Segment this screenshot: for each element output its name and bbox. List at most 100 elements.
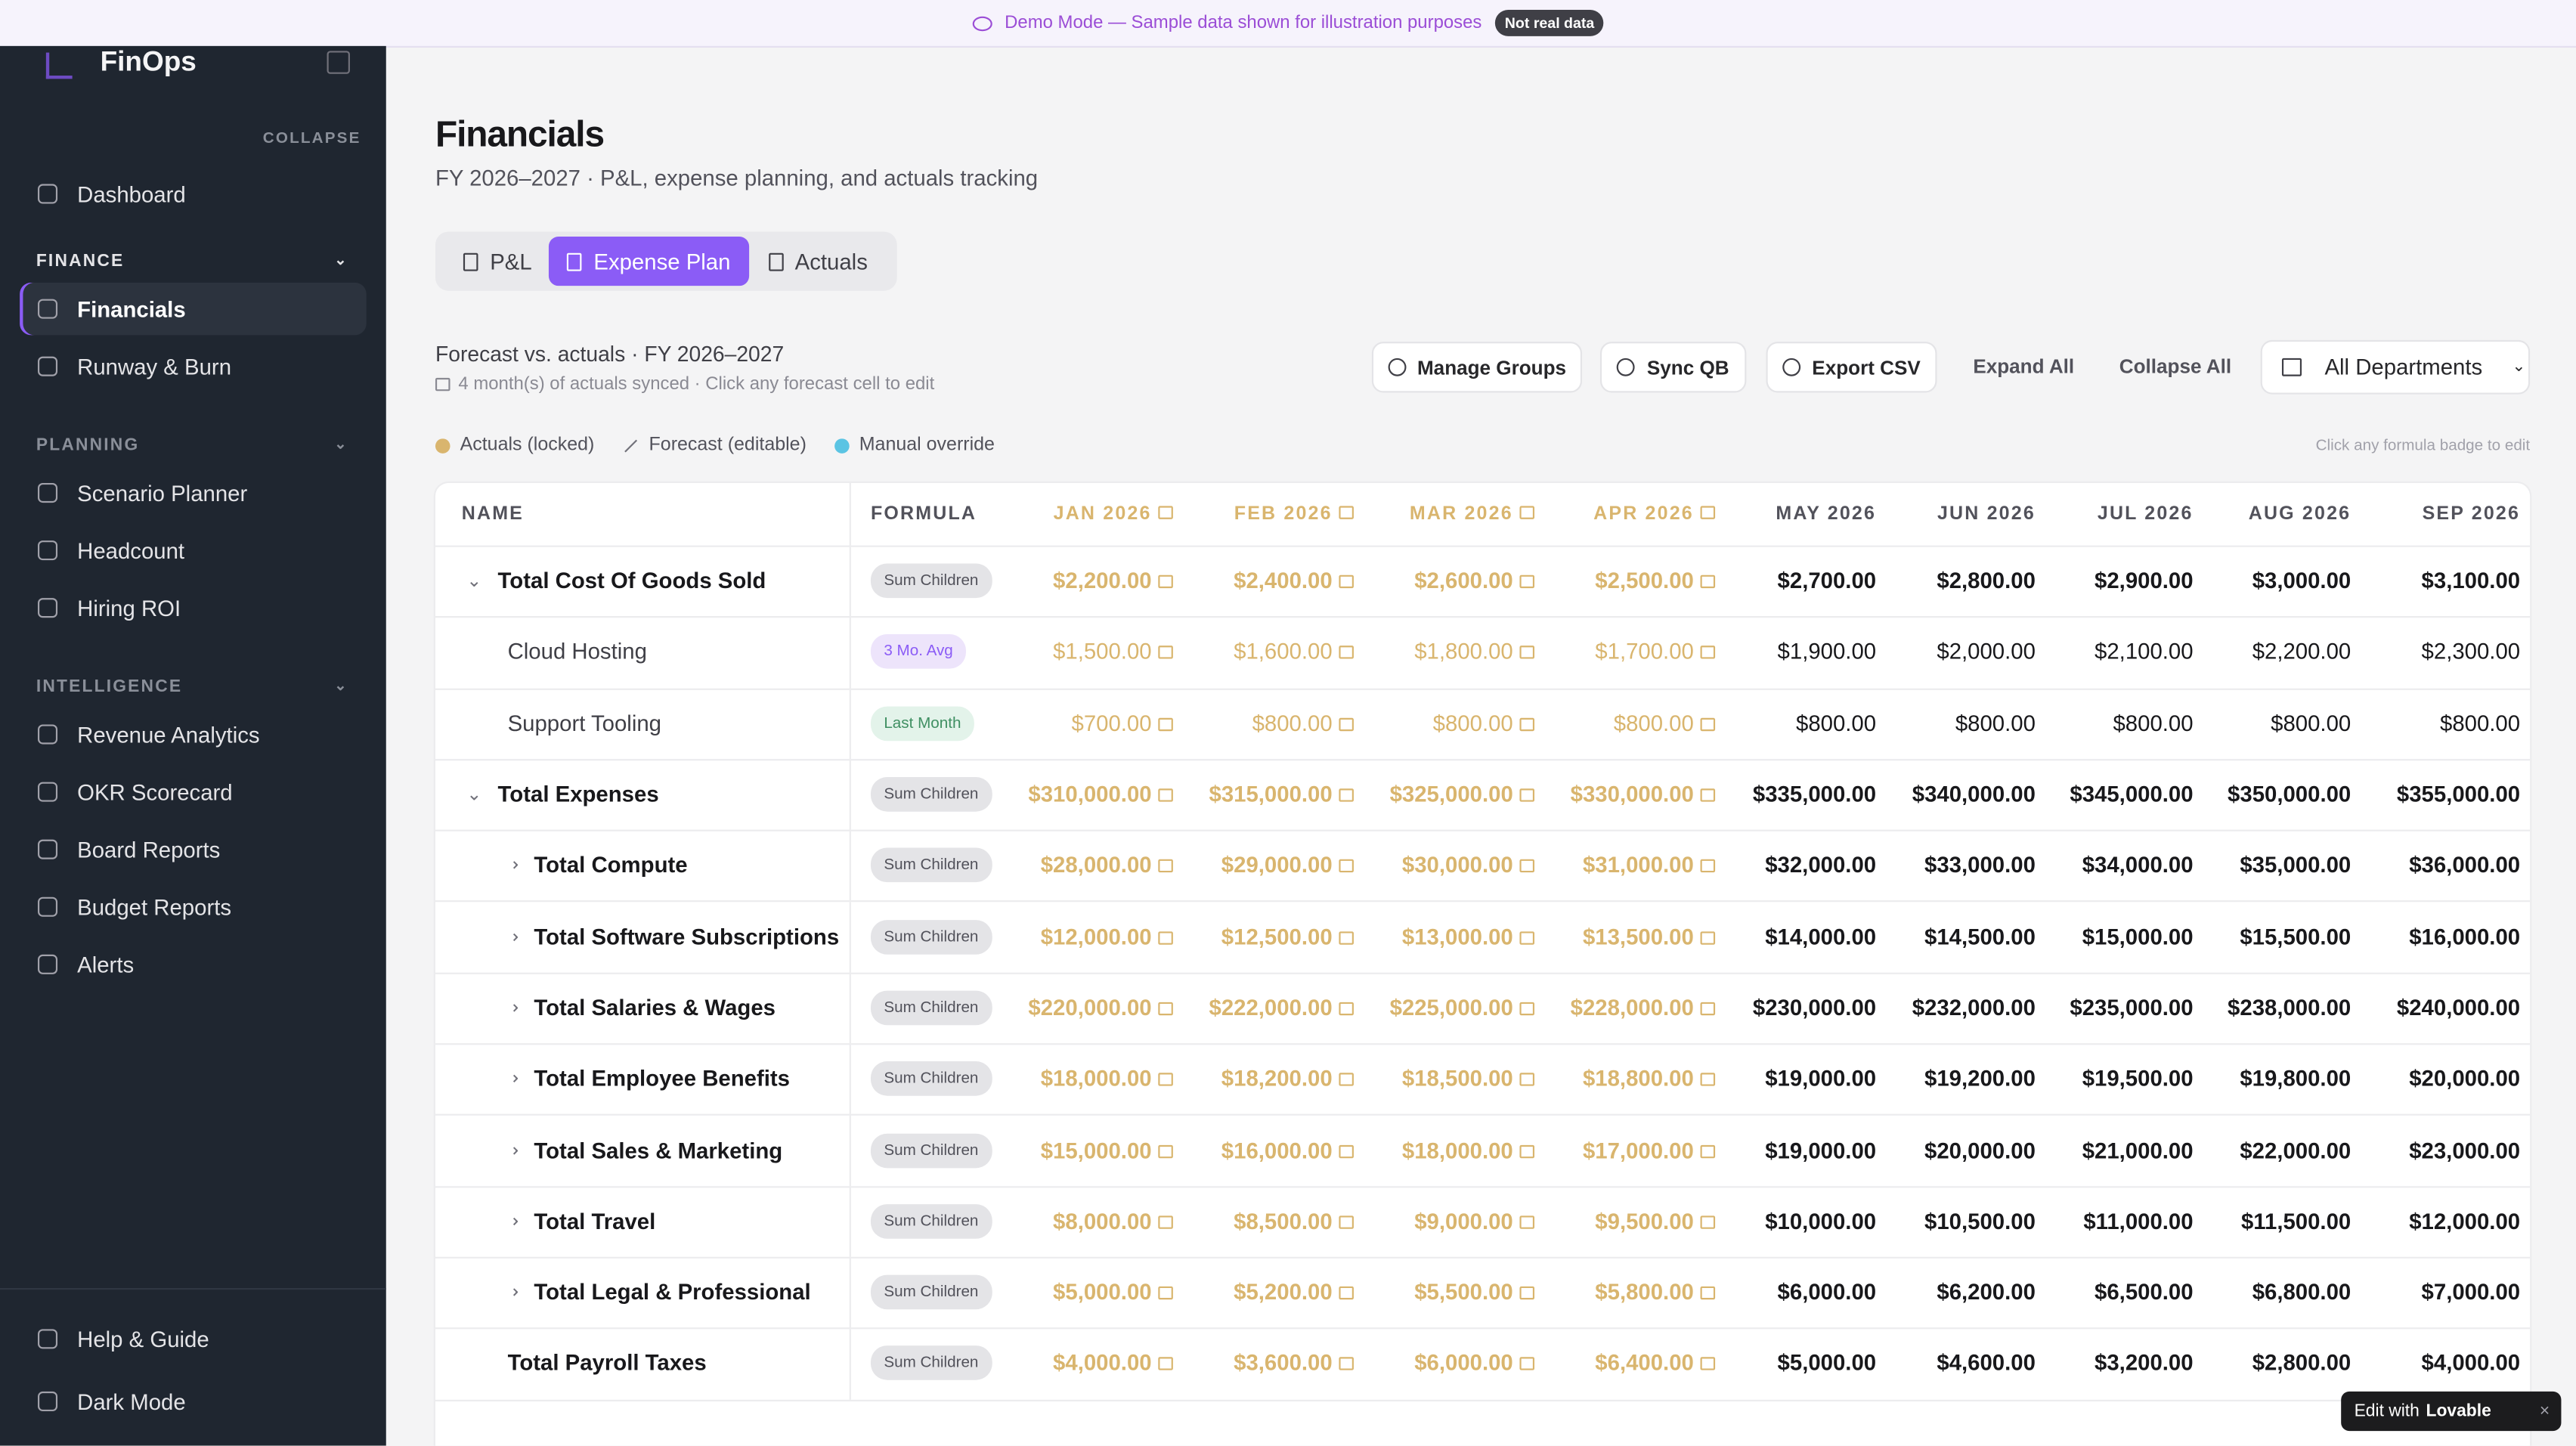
value-cell[interactable]: $800.00 [2203, 711, 2361, 736]
value-cell[interactable]: $3,100.00 [2361, 568, 2530, 593]
value-cell[interactable]: $5,000.00 [1725, 1352, 1886, 1376]
formula-badge[interactable]: Sum Children [870, 777, 992, 812]
value-cell[interactable]: $800.00 [1886, 711, 2045, 736]
value-cell[interactable]: $2,900.00 [2045, 568, 2203, 593]
value-cell[interactable]: $11,500.00 [2203, 1209, 2361, 1234]
value-cell[interactable]: $2,700.00 [1725, 568, 1886, 593]
section-header[interactable]: INTELLIGENCE ⌄ [36, 677, 348, 696]
nav-item[interactable]: Budget Reports [20, 881, 367, 934]
nav-item[interactable]: Dark Mode [20, 1375, 367, 1428]
value-cell[interactable]: $14,500.00 [1886, 924, 2045, 949]
value-cell[interactable]: $4,000.00 [2361, 1352, 2530, 1376]
value-cell[interactable]: $240,000.00 [2361, 995, 2530, 1020]
toolbar-button[interactable]: Manage Groups [1371, 342, 1583, 393]
value-cell[interactable]: $2,300.00 [2361, 639, 2530, 664]
tab[interactable]: Actuals [752, 237, 884, 286]
value-cell[interactable]: $232,000.00 [1886, 995, 2045, 1020]
value-cell[interactable]: $10,000.00 [1725, 1209, 1886, 1234]
value-cell[interactable]: $2,800.00 [1886, 568, 2045, 593]
value-cell[interactable]: $15,500.00 [2203, 924, 2361, 949]
formula-badge[interactable]: Sum Children [870, 990, 992, 1026]
value-cell[interactable]: $2,800.00 [2203, 1352, 2361, 1376]
value-cell[interactable]: $19,000.00 [1725, 1067, 1886, 1091]
formula-badge[interactable]: Sum Children [870, 919, 992, 955]
value-cell[interactable]: $15,000.00 [2045, 924, 2203, 949]
value-cell[interactable]: $230,000.00 [1725, 995, 1886, 1020]
expand-chevron[interactable]: ⌄ [503, 1213, 523, 1229]
nav-item[interactable]: OKR Scorecard [20, 766, 367, 819]
lovable-badge[interactable]: Edit with Lovable × [2341, 1391, 2562, 1432]
value-cell[interactable]: $4,600.00 [1886, 1352, 2045, 1376]
value-cell[interactable]: $6,200.00 [1886, 1280, 2045, 1305]
formula-badge[interactable]: Last Month [870, 706, 974, 741]
formula-badge[interactable]: Sum Children [870, 848, 992, 883]
nav-item[interactable]: Alerts [20, 938, 367, 991]
value-cell[interactable]: $12,000.00 [2361, 1209, 2530, 1234]
department-select[interactable]: All Departments ⌄ [2260, 339, 2531, 395]
tab[interactable]: Expense Plan [548, 236, 750, 286]
nav-item[interactable]: Help & Guide [20, 1313, 367, 1366]
value-cell[interactable]: $6,500.00 [2045, 1280, 2203, 1305]
nav-item[interactable]: Hiring ROI [20, 581, 367, 634]
tab[interactable]: P&L [452, 237, 544, 286]
value-cell[interactable]: $19,500.00 [2045, 1067, 2203, 1091]
value-cell[interactable]: $21,000.00 [2045, 1138, 2203, 1163]
toolbar-button[interactable]: Sync QB [1599, 342, 1747, 393]
nav-item[interactable]: Financials [20, 282, 367, 336]
value-cell[interactable]: $19,000.00 [1725, 1138, 1886, 1163]
value-cell[interactable]: $345,000.00 [2045, 782, 2203, 807]
sidebar-toggle[interactable] [327, 51, 350, 74]
value-cell[interactable]: $3,200.00 [2045, 1352, 2203, 1376]
value-cell[interactable]: $32,000.00 [1725, 853, 1886, 878]
value-cell[interactable]: $350,000.00 [2203, 782, 2361, 807]
value-cell[interactable]: $19,200.00 [1886, 1067, 2045, 1091]
nav-item[interactable]: Board Reports [20, 823, 367, 876]
expand-chevron[interactable]: ⌄ [503, 1284, 523, 1300]
expand-chevron[interactable]: ⌄ [466, 571, 482, 592]
value-cell[interactable]: $10,500.00 [1886, 1209, 2045, 1234]
formula-badge[interactable]: Sum Children [870, 1132, 992, 1168]
toolbar-button[interactable]: Export CSV [1766, 342, 1937, 393]
value-cell[interactable]: $34,000.00 [2045, 853, 2203, 878]
value-cell[interactable]: $335,000.00 [1725, 782, 1886, 807]
value-cell[interactable]: $22,000.00 [2203, 1138, 2361, 1163]
close-icon[interactable]: × [2539, 1401, 2550, 1422]
section-header[interactable]: FINANCE ⌄ [36, 252, 348, 271]
value-cell[interactable]: $800.00 [1725, 711, 1886, 736]
value-cell[interactable]: $6,000.00 [1725, 1280, 1886, 1305]
formula-badge[interactable]: Sum Children [870, 1274, 992, 1310]
expand-chevron[interactable]: ⌄ [503, 858, 523, 874]
value-cell[interactable]: $19,800.00 [2203, 1067, 2361, 1091]
formula-badge[interactable]: Sum Children [870, 1061, 992, 1097]
value-cell[interactable]: $1,900.00 [1725, 639, 1886, 664]
toolbar-link[interactable]: Collapse All [2119, 355, 2232, 378]
value-cell[interactable]: $14,000.00 [1725, 924, 1886, 949]
expand-chevron[interactable]: ⌄ [466, 785, 482, 806]
value-cell[interactable]: $6,800.00 [2203, 1280, 2361, 1305]
nav-item[interactable]: Runway & Burn [20, 340, 367, 393]
value-cell[interactable]: $800.00 [2045, 711, 2203, 736]
value-cell[interactable]: $36,000.00 [2361, 853, 2530, 878]
expand-chevron[interactable]: ⌄ [503, 1142, 523, 1158]
value-cell[interactable]: $2,200.00 [2203, 639, 2361, 664]
nav-item[interactable]: Headcount [20, 524, 367, 577]
formula-badge[interactable]: Sum Children [870, 1203, 992, 1239]
value-cell[interactable]: $23,000.00 [2361, 1138, 2530, 1163]
expand-chevron[interactable]: ⌄ [503, 1000, 523, 1016]
value-cell[interactable]: $3,000.00 [2203, 568, 2361, 593]
nav-item[interactable]: Scenario Planner [20, 466, 367, 519]
value-cell[interactable]: $33,000.00 [1886, 853, 2045, 878]
expand-chevron[interactable]: ⌄ [503, 929, 523, 945]
value-cell[interactable]: $20,000.00 [1886, 1138, 2045, 1163]
value-cell[interactable]: $2,100.00 [2045, 639, 2203, 664]
value-cell[interactable]: $20,000.00 [2361, 1067, 2530, 1091]
formula-badge[interactable]: Sum Children [870, 1346, 992, 1381]
section-header[interactable]: PLANNING ⌄ [36, 435, 348, 455]
value-cell[interactable]: $235,000.00 [2045, 995, 2203, 1020]
value-cell[interactable]: $11,000.00 [2045, 1209, 2203, 1234]
value-cell[interactable]: $2,000.00 [1886, 639, 2045, 664]
formula-badge[interactable]: 3 Mo. Avg [870, 634, 967, 670]
value-cell[interactable]: $355,000.00 [2361, 782, 2530, 807]
value-cell[interactable]: $238,000.00 [2203, 995, 2361, 1020]
value-cell[interactable]: $340,000.00 [1886, 782, 2045, 807]
